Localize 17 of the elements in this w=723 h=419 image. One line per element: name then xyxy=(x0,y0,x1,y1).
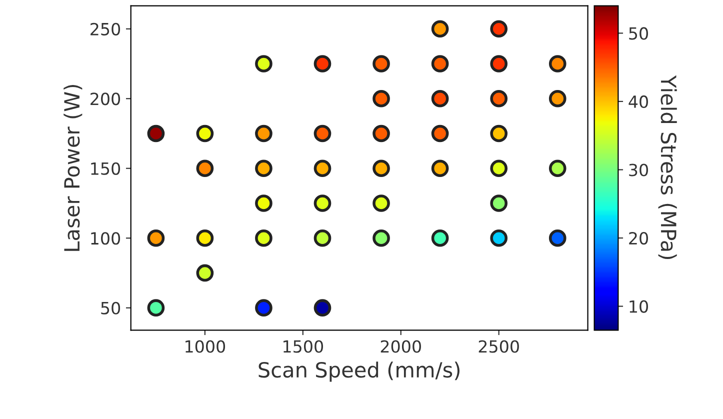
y-tick-label: 250 xyxy=(90,22,120,36)
x-tick-label: 1500 xyxy=(284,340,323,353)
x-axis-title: Scan Speed (mm/s) xyxy=(258,362,460,382)
x-tick-label: 2500 xyxy=(478,340,519,353)
x-tick-label: 2000 xyxy=(380,340,421,353)
color-bar-title: Yield Stress (MPa) xyxy=(658,75,677,259)
color-bar-label: 20 xyxy=(629,232,648,245)
y-tick-label: 200 xyxy=(90,92,120,106)
y-tick-label: 50 xyxy=(101,302,120,314)
color-bar-label: 50 xyxy=(629,27,648,40)
y-tick-label: 100 xyxy=(91,232,120,245)
color-bar-label: 30 xyxy=(629,164,648,176)
color-bar-label: 40 xyxy=(628,95,648,108)
x-tick-label: 1000 xyxy=(186,340,226,353)
y-tick-label: 150 xyxy=(91,162,120,175)
color-bar-label: 10 xyxy=(630,300,648,313)
y-axis-title: Laser Power (W) xyxy=(64,84,82,251)
